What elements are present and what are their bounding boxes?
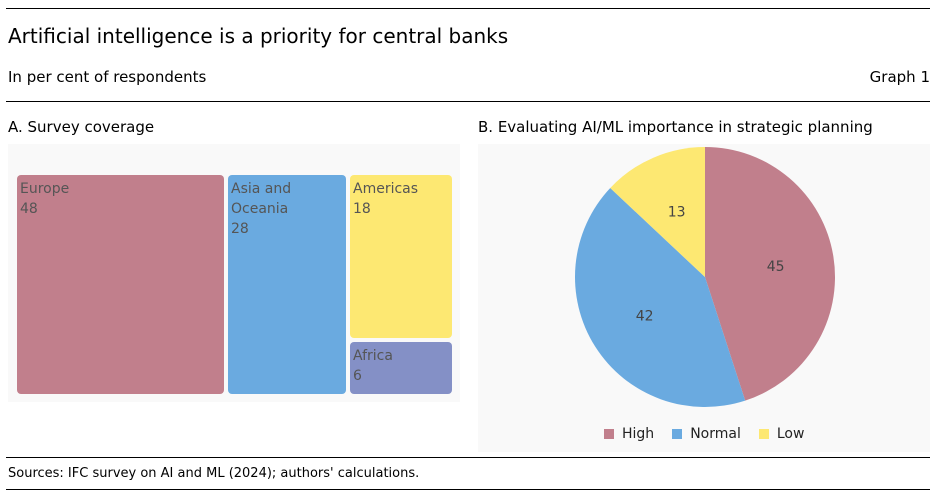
graph-number: Graph 1 — [869, 68, 930, 86]
legend-label-low: Low — [776, 426, 805, 442]
pie-background — [478, 144, 930, 452]
tile-label-americas: Americas — [353, 181, 419, 197]
treemap-tile-europe: Europe 48 — [17, 175, 224, 394]
chart-subtitle: In per cent of respondents — [8, 68, 207, 86]
chart-title: Artificial intelligence is a priority fo… — [8, 24, 509, 48]
tile-label-africa: Africa — [353, 348, 393, 364]
tile-value-europe: 48 — [20, 201, 38, 217]
footer-rule-top — [6, 457, 930, 458]
legend-label-high: High — [622, 426, 655, 442]
source-note: Sources: IFC survey on AI and ML (2024);… — [8, 466, 420, 481]
legend-label-normal: Normal — [690, 426, 741, 442]
legend-swatch-normal — [672, 429, 683, 439]
pie-legend: High Normal Low — [604, 426, 804, 442]
legend-item-low: Low — [758, 426, 805, 442]
top-rule — [6, 8, 930, 9]
legend-swatch-high — [604, 429, 614, 439]
tile-label-asia-oceania: Asia and Oceania — [231, 181, 292, 217]
legend-item-normal: Normal — [672, 426, 741, 442]
legend-swatch-low — [758, 429, 769, 439]
panel-b-title: B. Evaluating AI/ML importance in strate… — [478, 118, 873, 136]
tile-value-africa: 6 — [353, 368, 362, 384]
footer-rule-bottom — [6, 489, 930, 490]
header-rule — [6, 101, 930, 102]
panel-a-title: A. Survey coverage — [8, 118, 155, 136]
tile-value-asia-oceania: 28 — [231, 221, 249, 237]
tile-value-americas: 18 — [353, 201, 371, 217]
legend-item-high: High — [604, 426, 654, 442]
tile-label-europe: Europe — [20, 181, 70, 197]
treemap-tile-asia-oceania: Asia and Oceania 28 — [228, 175, 346, 394]
treemap-tile-africa: Africa 6 — [350, 342, 452, 394]
treemap-tile-americas: Americas 18 — [350, 175, 452, 338]
